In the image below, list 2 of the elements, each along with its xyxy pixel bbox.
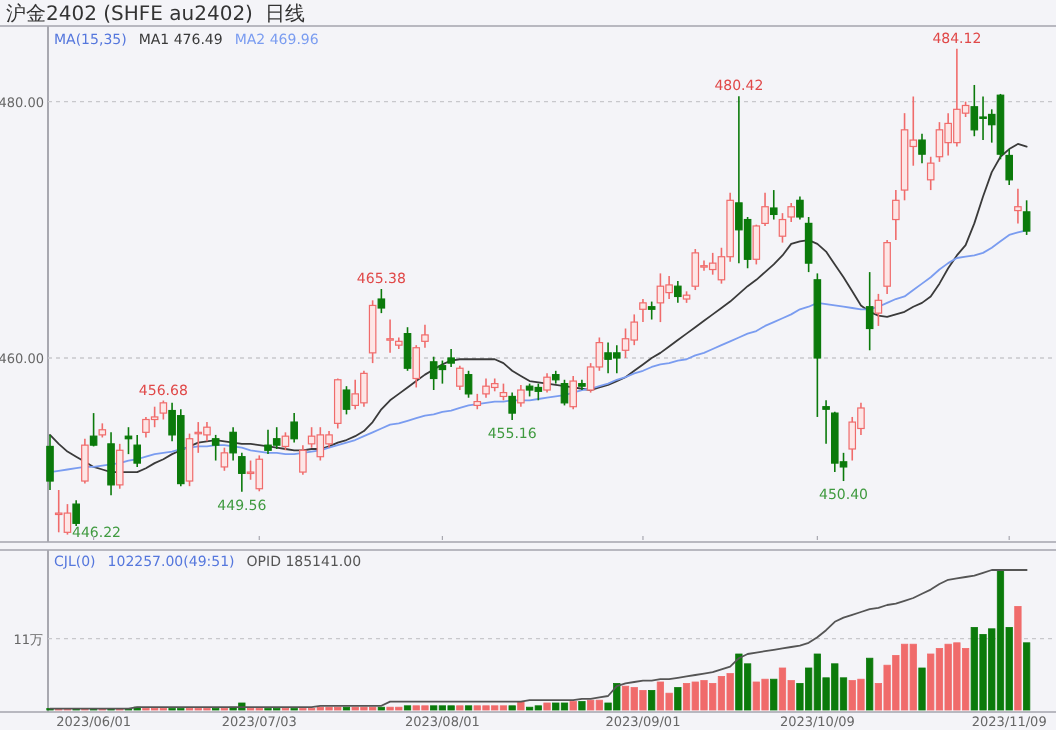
chart-title: 沪金2402 (SHFE au2402) [6, 2, 254, 26]
chart-subtitle: 日线 [264, 2, 305, 26]
